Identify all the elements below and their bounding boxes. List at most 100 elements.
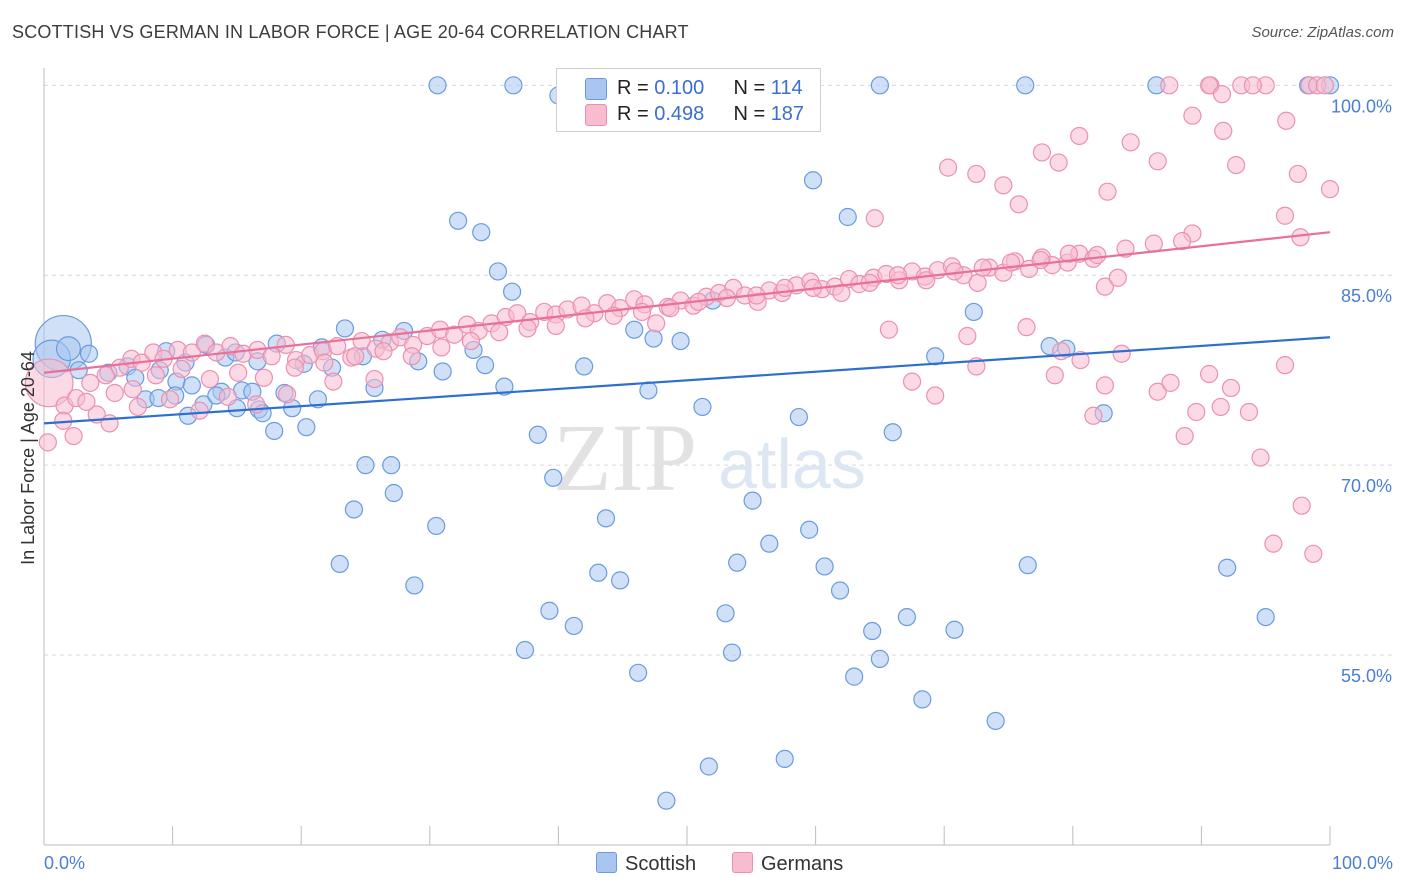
axes: [43, 68, 1331, 846]
scottish-point: [693, 397, 712, 417]
scottish-point: [515, 640, 535, 660]
germans-point: [1214, 121, 1233, 141]
germans-point: [902, 372, 922, 391]
germans-point: [218, 387, 237, 406]
germans-point: [1227, 155, 1246, 175]
scottish-point: [815, 557, 834, 576]
scottish-point: [728, 553, 747, 572]
bottom-legend-label-germans: Germans: [761, 853, 844, 875]
scottish-point: [870, 649, 890, 668]
scottish-point: [644, 329, 663, 348]
scottish-point: [845, 667, 864, 686]
scottish-point: [528, 425, 547, 444]
germans-point: [277, 385, 297, 404]
germans-point: [64, 426, 83, 446]
germans-point: [1160, 76, 1179, 95]
scottish-point: [495, 377, 514, 396]
germans-point: [374, 342, 393, 361]
germans-point: [200, 369, 219, 389]
germans-point: [1059, 244, 1079, 263]
scottish-point: [1016, 76, 1035, 95]
scottish-point: [870, 76, 890, 95]
y-tick-label-3: 100.0%: [1331, 96, 1392, 116]
scottish-point: [503, 282, 522, 301]
germans-point: [879, 320, 899, 339]
legend-swatch-scottish: [585, 78, 607, 100]
scottish-point: [775, 749, 794, 769]
scottish-point: [428, 76, 447, 95]
scottish-point: [830, 581, 850, 600]
scottish-point: [897, 607, 917, 627]
germans-point: [661, 299, 680, 318]
germans-point: [1277, 111, 1296, 130]
scottish-point: [1218, 558, 1237, 577]
x-tick-label-1: 100.0%: [1332, 853, 1393, 873]
germans-point: [100, 414, 119, 433]
germans-point: [1049, 153, 1068, 172]
scottish-point: [883, 423, 902, 442]
germans-point: [775, 278, 794, 298]
scottish-point: [671, 331, 690, 351]
scottish-point: [344, 500, 364, 519]
trend-lines: [43, 231, 1331, 425]
germans-point: [1070, 126, 1089, 146]
scottish-point: [448, 211, 468, 230]
y-tick-label-0: 55.0%: [1341, 666, 1392, 686]
germans-point: [1032, 143, 1052, 162]
scottish-point: [308, 390, 328, 409]
germans-point: [1084, 406, 1103, 425]
germans-point: [1187, 402, 1206, 422]
bottom-legend-swatch-germans: [732, 852, 753, 873]
scottish-point: [629, 663, 648, 682]
legend-r-label: R =: [617, 103, 655, 125]
scottish-point: [330, 554, 349, 574]
bottom-legend-scottish: Scottish: [596, 852, 696, 876]
germans-point: [324, 372, 343, 391]
scottish-point: [722, 643, 742, 662]
scottish-point: [182, 376, 201, 395]
scottish-point: [297, 418, 316, 437]
scottish-point: [789, 407, 808, 427]
germans-point: [1161, 373, 1180, 392]
germans-point: [1088, 245, 1107, 265]
bottom-legend-germans: Germans: [732, 852, 843, 876]
scottish-point: [472, 223, 491, 242]
germans-point: [432, 338, 451, 357]
legend-n-value-scottish: 114: [770, 77, 803, 99]
tick-labels: 55.0% 70.0% 85.0% 100.0% 0.0% 100.0%: [44, 96, 1393, 873]
germans-point: [1200, 364, 1219, 384]
germans-point: [926, 386, 945, 405]
scottish-point: [863, 621, 882, 641]
scottish-point: [433, 362, 452, 381]
scottish-point: [589, 563, 608, 582]
watermark-zip: ZIP: [553, 404, 697, 511]
stats-legend: R = 0.100 N = 114 R = 0.498 N = 187: [556, 68, 821, 132]
scottish-point: [964, 302, 983, 322]
scottish-point: [986, 711, 1005, 731]
series-germans-points: [24, 76, 1340, 563]
germans-point: [402, 347, 421, 366]
watermark-atlas: atlas: [718, 425, 866, 503]
germans-point: [1148, 152, 1167, 171]
germans-point: [172, 359, 191, 379]
scottish-point: [596, 509, 616, 528]
scottish-point: [657, 791, 676, 810]
germans-point: [461, 331, 481, 351]
germans-point: [945, 262, 964, 281]
germans-point: [938, 158, 958, 177]
y-tick-label-1: 70.0%: [1341, 476, 1392, 496]
germans-point: [1212, 85, 1232, 104]
germans-point: [968, 273, 987, 292]
scottish-point: [335, 319, 355, 338]
germans-point: [1017, 318, 1036, 337]
legend-r-value-germans: 0.498: [654, 103, 705, 125]
scottish-point: [356, 456, 375, 475]
scottish-point: [1256, 607, 1275, 627]
germans-point: [229, 363, 248, 382]
scottish-point: [79, 344, 99, 363]
germans-point: [1243, 76, 1262, 95]
scottish-point: [803, 171, 823, 190]
germans-point: [160, 390, 180, 409]
germans-point: [1071, 350, 1090, 370]
